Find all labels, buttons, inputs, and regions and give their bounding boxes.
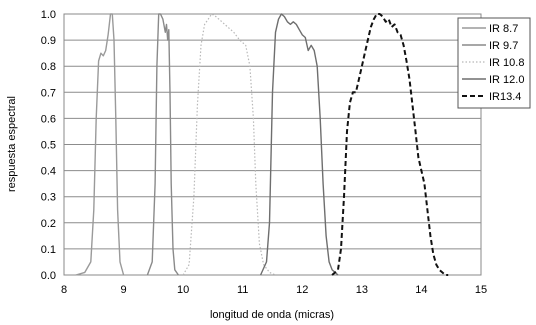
series-line-0: [75, 13, 125, 276]
y-tick-labels: 0.0 0.1 0.2 0.3 0.4 0.5 0.6 0.7 0.8 0.9 1.0: [41, 9, 56, 282]
y-axis-label: respuesta espectral: [6, 96, 18, 192]
series-line-4: [331, 13, 449, 276]
series-line-1: [146, 13, 179, 276]
y-tick-label: 0.1: [41, 244, 56, 256]
legend-label: IR13.4: [489, 91, 521, 103]
x-tick-label: 11: [237, 284, 248, 296]
x-tick-label: 15: [475, 284, 487, 296]
y-tick-label: 0.9: [41, 35, 56, 47]
legend-label: IR 8.7: [489, 23, 518, 35]
x-tick-label: 9: [121, 284, 127, 296]
x-tick-label: 8: [61, 284, 67, 296]
legend-label: IR 9.7: [489, 40, 518, 52]
legend: IR 8.7 IR 9.7 IR 10.8 IR 12.0 IR13.4: [457, 17, 531, 109]
series-lines: [75, 13, 449, 276]
y-tick-label: 0.4: [41, 166, 56, 178]
legend-box: [457, 17, 531, 109]
x-tick-label: 12: [296, 284, 308, 296]
x-axis-label: longitud de onda (micras): [210, 309, 334, 321]
y-tick-label: 0.0: [41, 270, 56, 282]
y-tick-label: 0.5: [41, 140, 56, 152]
y-tick-label: 0.8: [41, 61, 56, 73]
legend-label: IR 10.8: [489, 57, 524, 69]
series-line-3: [259, 13, 339, 276]
x-tick-labels: 8 9 10 11 12 13 14 15: [61, 284, 487, 296]
legend-label: IR 12.0: [489, 74, 524, 86]
y-tick-label: 0.7: [41, 87, 56, 99]
series-line-2: [182, 13, 276, 276]
y-tick-label: 0.3: [41, 192, 56, 204]
x-tick-label: 14: [415, 284, 427, 296]
y-tick-label: 0.6: [41, 113, 56, 125]
x-tick-label: 10: [177, 284, 189, 296]
x-tick-label: 13: [356, 284, 368, 296]
y-tick-label: 0.2: [41, 218, 56, 230]
y-tick-label: 1.0: [41, 9, 56, 21]
